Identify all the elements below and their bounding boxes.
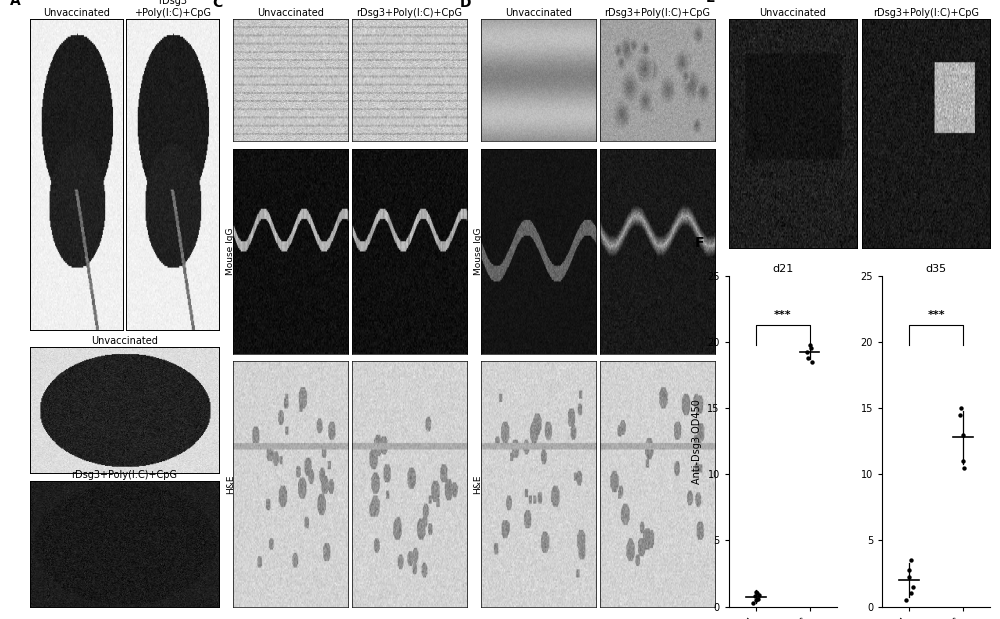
Title: d21: d21 (772, 264, 793, 274)
Text: ***: *** (774, 310, 792, 320)
Point (953, 403, 969, 413)
Text: F: F (694, 236, 704, 250)
Text: E: E (706, 0, 715, 5)
Point (745, 598, 761, 608)
Point (804, 357, 820, 366)
Point (748, 595, 764, 605)
Y-axis label: H&E: H&E (226, 474, 235, 493)
Title: Unvaccinated: Unvaccinated (43, 8, 110, 18)
Y-axis label: Mouse IgG: Mouse IgG (226, 227, 235, 275)
Title: Unvaccinated: Unvaccinated (91, 336, 158, 347)
Point (898, 595, 914, 605)
Text: D: D (460, 0, 472, 11)
Text: C: C (212, 0, 222, 11)
Title: rDsg3
+Poly(I:C)+CpG: rDsg3 +Poly(I:C)+CpG (134, 0, 211, 18)
Point (901, 565, 917, 574)
Title: Unvaccinated: Unvaccinated (759, 8, 826, 18)
Point (750, 594, 766, 604)
Text: ***: *** (927, 310, 945, 320)
Title: Unvaccinated: Unvaccinated (505, 8, 572, 18)
Point (800, 353, 816, 363)
Point (955, 456, 971, 466)
Point (903, 555, 919, 565)
Y-axis label: Mouse IgG: Mouse IgG (474, 227, 483, 275)
Point (901, 573, 917, 582)
Text: A: A (10, 0, 20, 7)
Point (803, 344, 819, 353)
Point (747, 591, 763, 601)
Title: rDsg3+Poly(I:C)+CpG: rDsg3+Poly(I:C)+CpG (72, 470, 178, 480)
Y-axis label: H&E: H&E (474, 474, 483, 493)
Title: d35: d35 (925, 264, 947, 274)
Title: rDsg3+Poly(I:C)+CpG: rDsg3+Poly(I:C)+CpG (604, 8, 710, 18)
Point (955, 430, 971, 439)
Point (903, 589, 919, 599)
Y-axis label: Anti-Dsg3 OD450: Anti-Dsg3 OD450 (692, 399, 702, 483)
Point (749, 589, 765, 599)
Title: Unvaccinated: Unvaccinated (257, 8, 324, 18)
Point (802, 340, 818, 350)
Point (751, 590, 767, 600)
Point (748, 587, 764, 597)
Point (956, 462, 972, 472)
Point (799, 347, 815, 357)
Point (905, 582, 921, 592)
Point (952, 410, 968, 420)
Title: rDsg3+Poly(I:C)+CpG: rDsg3+Poly(I:C)+CpG (873, 8, 979, 18)
Title: rDsg3+Poly(I:C)+CpG: rDsg3+Poly(I:C)+CpG (356, 8, 462, 18)
